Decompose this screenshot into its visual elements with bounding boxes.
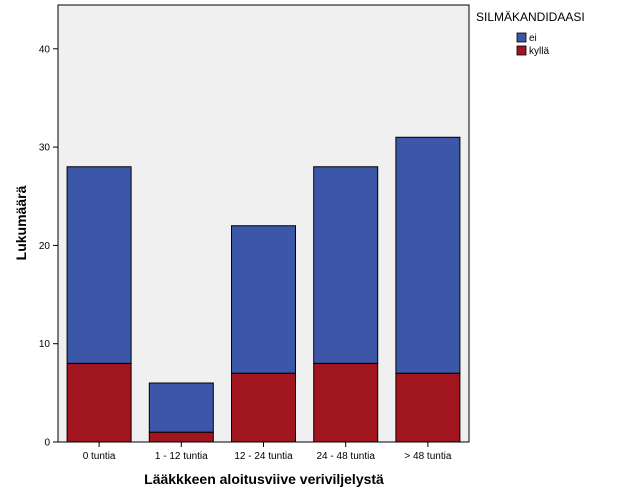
bar-kylla-2	[231, 372, 296, 443]
y-tick-label: 10	[39, 339, 51, 350]
bar-kylla-1	[148, 431, 214, 443]
y-axis-title: Lukumäärä	[13, 185, 29, 260]
x-tick-label: 24 - 48 tuntia	[317, 451, 376, 462]
bar-kylla-0	[66, 362, 132, 443]
y-tick-label: 20	[39, 241, 51, 252]
x-tick-label: 1 - 12 tuntia	[155, 451, 208, 462]
legend-label-ei: ei	[529, 33, 537, 44]
y-tick-label: 40	[39, 44, 51, 55]
bar-ei-4	[395, 136, 461, 374]
legend-title: SILMÄKANDIDAASI	[476, 10, 585, 24]
legend-swatch-ei	[516, 32, 527, 43]
legend: SILMÄKANDIDAASI ei kyllä	[476, 10, 585, 57]
bar-kylla-4	[395, 372, 461, 443]
y-tick-label: 30	[39, 143, 51, 154]
y-tick-label: 0	[44, 438, 50, 449]
bar-ei-0	[66, 166, 132, 364]
bar-ei-1	[148, 382, 214, 433]
bar-ei-3	[313, 166, 379, 364]
legend-label-kylla: kyllä	[529, 46, 549, 57]
x-tick-label: 0 tuntia	[83, 451, 116, 462]
x-tick-label: > 48 tuntia	[404, 451, 451, 462]
bar-ei-2	[231, 225, 296, 374]
x-axis-title: Lääkkkeen aloitusviive veriviljelystä	[144, 471, 384, 487]
x-axis: 0 tuntia 1 - 12 tuntia 12 - 24 tuntia 24 - …	[83, 442, 452, 462]
x-tick-label: 12 - 24 tuntia	[234, 451, 293, 462]
y-axis: 0 10 20 30 40	[39, 44, 58, 449]
bars-group	[66, 136, 461, 443]
legend-swatch-kylla	[516, 45, 527, 56]
bar-kylla-3	[313, 362, 379, 443]
